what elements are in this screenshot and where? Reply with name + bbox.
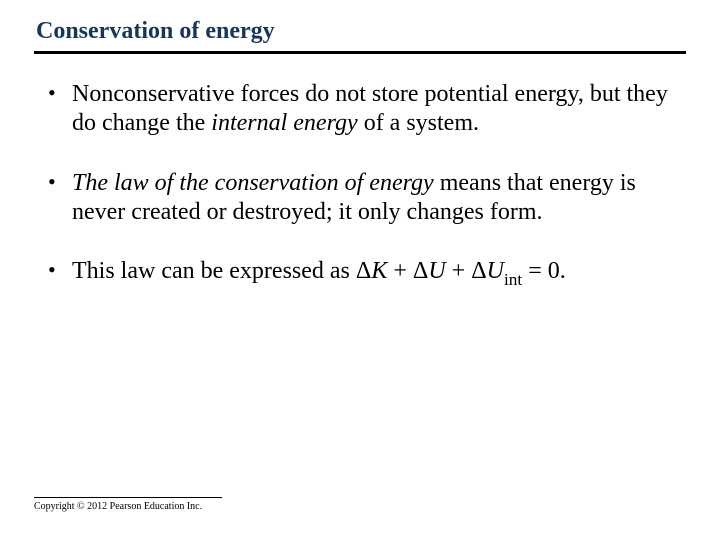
copyright-block: Copyright © 2012 Pearson Education Inc.	[34, 497, 222, 512]
copyright-text: Copyright © 2012 Pearson Education Inc.	[34, 501, 222, 512]
title-rule	[34, 51, 686, 54]
bullet-item: The law of the conservation of energy me…	[48, 169, 686, 228]
bullet-list: Nonconservative forces do not store pote…	[34, 80, 686, 289]
bullet-item: This law can be expressed as ΔK + ΔU + Δ…	[48, 257, 686, 289]
text-segment: of a system.	[358, 110, 479, 136]
text-segment: + Δ	[446, 258, 487, 284]
text-segment: U	[487, 258, 504, 284]
text-segment: The law of the conservation of energy	[72, 170, 434, 196]
text-segment: + Δ	[387, 258, 428, 284]
text-segment: K	[371, 258, 387, 284]
text-segment: This law can be expressed as Δ	[72, 258, 371, 284]
slide-title: Conservation of energy	[34, 18, 686, 51]
text-segment: = 0.	[522, 258, 566, 284]
text-segment: internal energy	[211, 110, 357, 136]
text-segment: int	[504, 270, 522, 289]
bullet-item: Nonconservative forces do not store pote…	[48, 80, 686, 139]
copyright-rule	[34, 497, 222, 498]
text-segment: U	[428, 258, 445, 284]
